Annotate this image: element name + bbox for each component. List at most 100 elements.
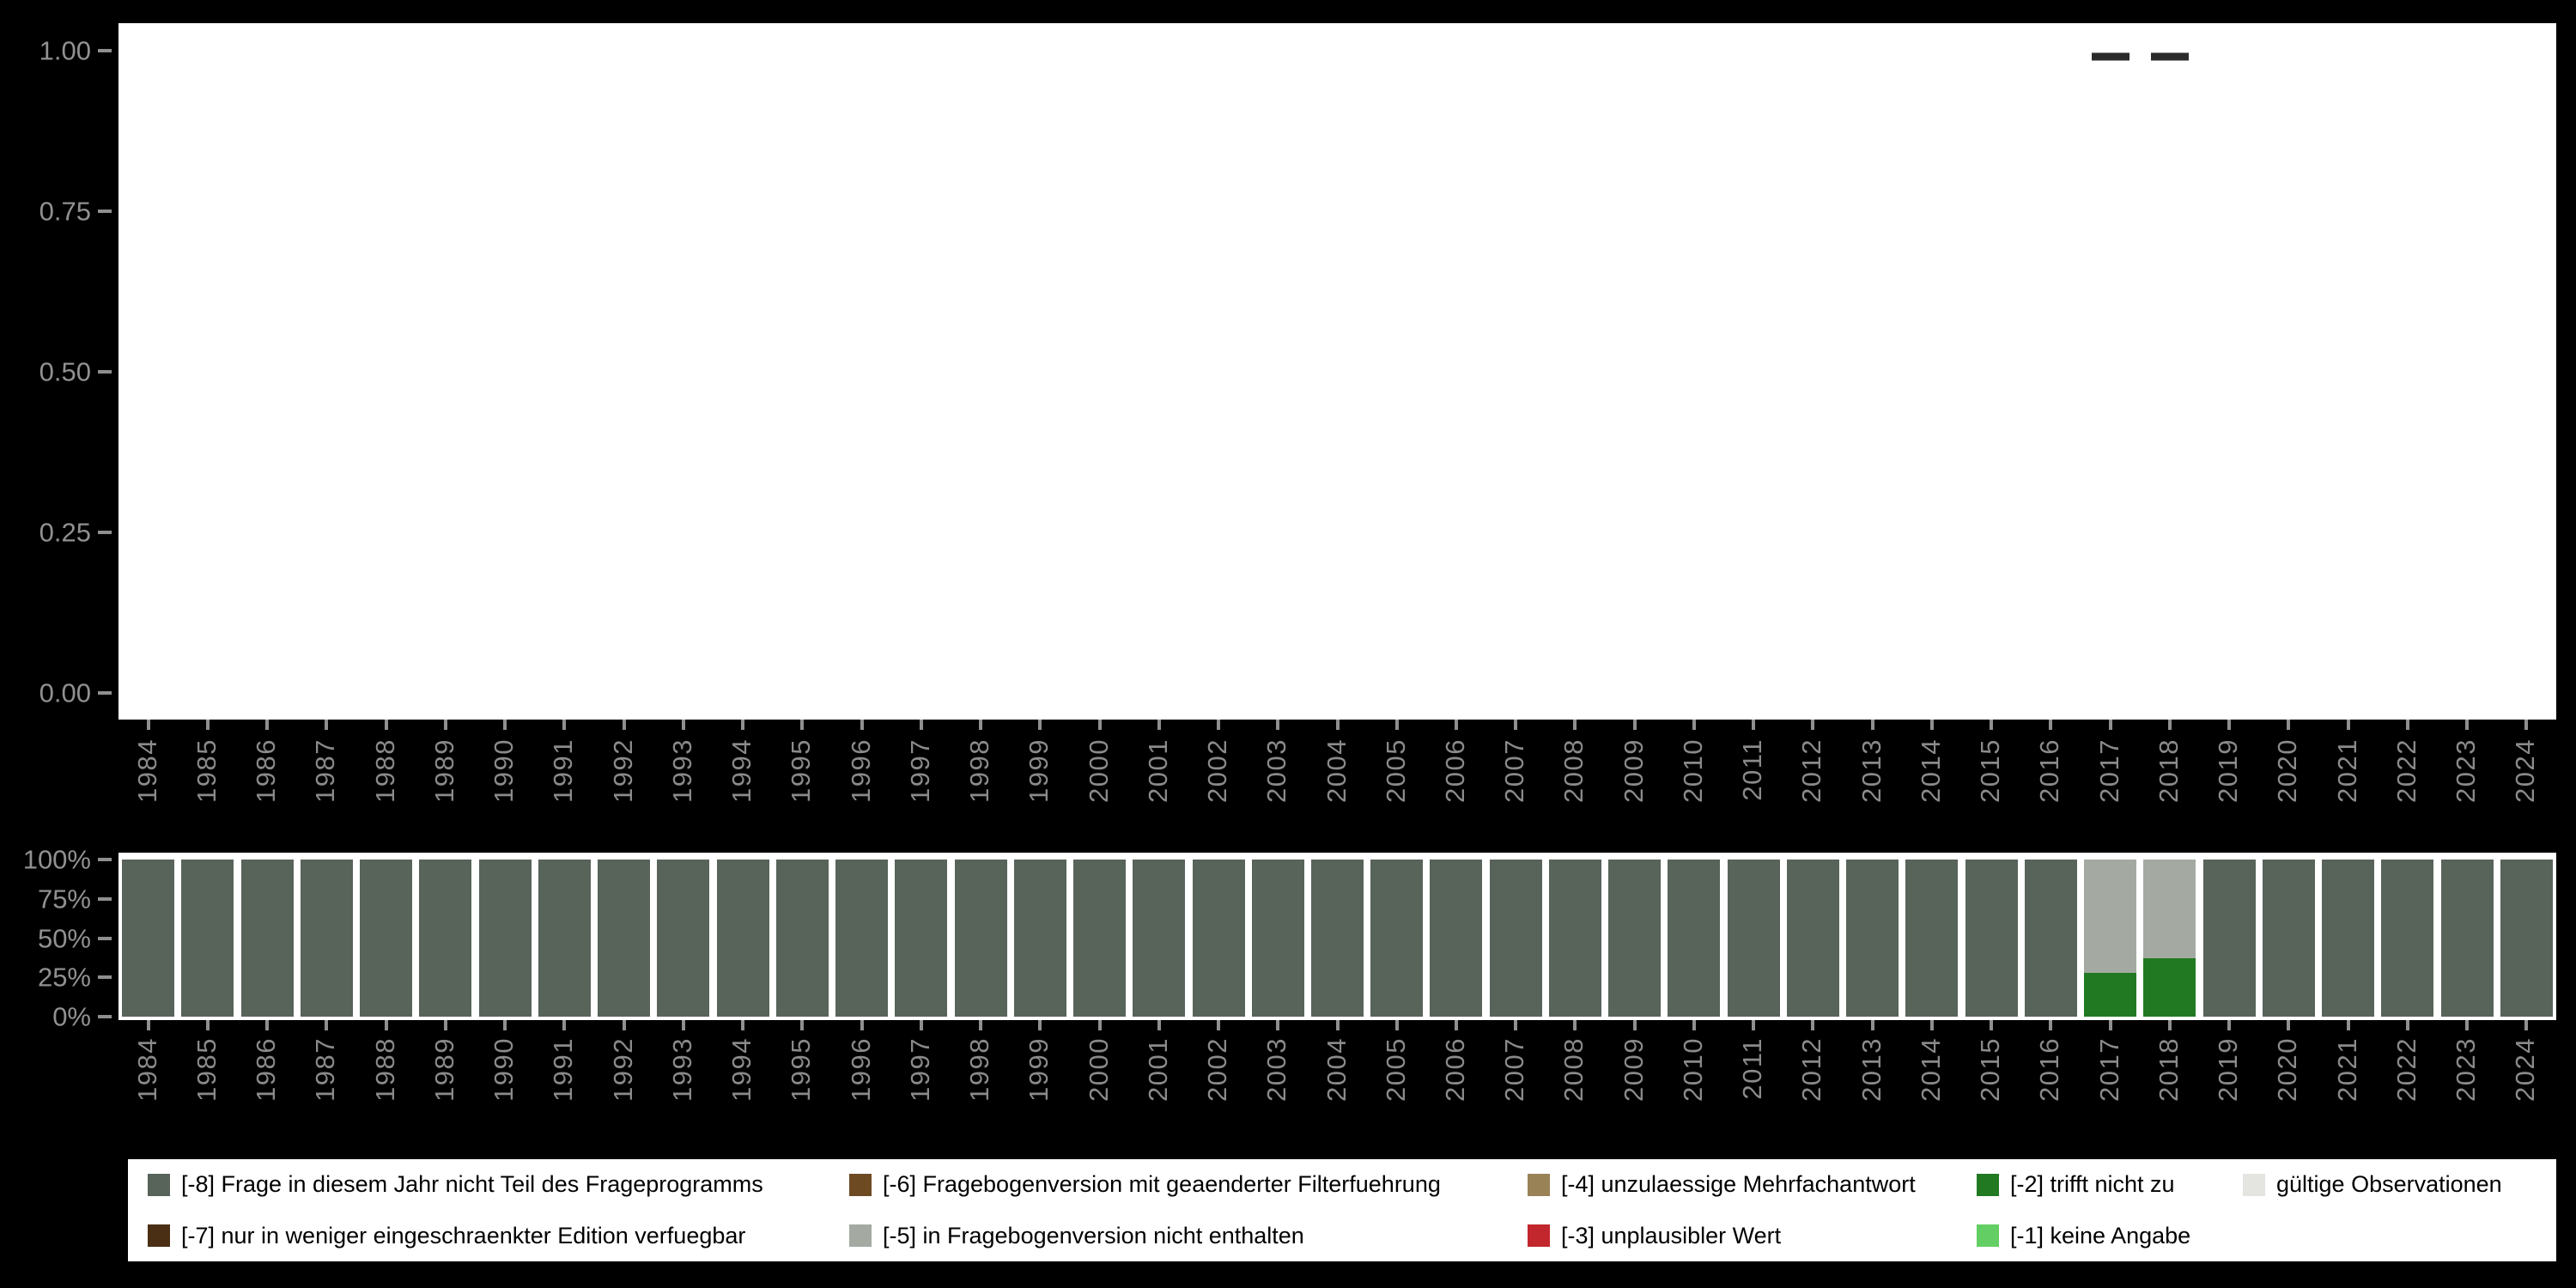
x-tick-mark xyxy=(2346,720,2350,730)
legend-label: [-5] in Fragebogenversion nicht enthalte… xyxy=(883,1222,1304,1249)
x-year-label: 2007 xyxy=(1499,738,1530,803)
legend-item: [-1] keine Angabe xyxy=(1977,1224,2243,1248)
x-tick-mark xyxy=(2108,720,2112,730)
stacked-bar-2008 xyxy=(1548,860,1601,1017)
x-tick-mark xyxy=(1752,1020,1756,1030)
bottom-y-tick-mark xyxy=(98,896,112,901)
x-tick-mark xyxy=(384,720,388,730)
x-tick-mark xyxy=(860,720,864,730)
x-tick-mark xyxy=(1929,1020,1934,1030)
x-year-label: 1991 xyxy=(548,738,579,803)
legend-item: [-7] nur in weniger eingeschraenkter Edi… xyxy=(148,1224,849,1248)
missings-bar-panel xyxy=(118,853,2556,1020)
x-year-label: 1989 xyxy=(428,1037,459,1102)
x-tick-mark xyxy=(1157,1020,1161,1030)
x-year-label: 2005 xyxy=(1380,738,1411,803)
bar-segment--8 xyxy=(1013,860,1066,1017)
legend-item: [-8] Frage in diesem Jahr nicht Teil des… xyxy=(148,1173,849,1196)
x-tick-mark xyxy=(2287,720,2291,730)
stacked-bar-2001 xyxy=(1133,860,1186,1017)
bar-segment--8 xyxy=(1786,860,1839,1017)
bar-segment--8 xyxy=(1370,860,1424,1017)
x-year-label: 2005 xyxy=(1380,1037,1411,1102)
stacked-bar-2003 xyxy=(1251,860,1304,1017)
top-y-tick-label: 0.00 xyxy=(39,677,91,708)
stacked-bar-1996 xyxy=(835,860,889,1017)
stacked-bar-2004 xyxy=(1311,860,1364,1017)
x-tick-mark xyxy=(1217,720,1220,730)
bar-segment--8 xyxy=(1311,860,1364,1017)
x-year-label: 2003 xyxy=(1261,1037,1292,1102)
x-tick-mark xyxy=(800,720,805,730)
x-tick-mark xyxy=(1870,720,1874,730)
x-tick-mark xyxy=(443,720,447,730)
x-tick-mark xyxy=(1514,1020,1518,1030)
x-tick-mark xyxy=(1335,1020,1340,1030)
bar-segment--8 xyxy=(2440,860,2494,1017)
stacked-bar-2014 xyxy=(1905,860,1959,1017)
x-year-label: 2022 xyxy=(2391,1037,2421,1102)
x-tick-mark xyxy=(2227,1020,2232,1030)
stacked-bar-2022 xyxy=(2381,860,2434,1017)
bar-segment--8 xyxy=(181,860,234,1017)
bar-segment--8 xyxy=(1073,860,1127,1017)
x-year-label: 1986 xyxy=(251,1037,282,1102)
stacked-bar-2002 xyxy=(1192,860,1245,1017)
x-tick-mark xyxy=(205,1020,210,1030)
x-tick-mark xyxy=(2524,1020,2529,1030)
x-year-label: 1985 xyxy=(191,1037,222,1102)
x-tick-mark xyxy=(1394,1020,1399,1030)
stacked-bar-2019 xyxy=(2202,860,2256,1017)
x-year-label: 1990 xyxy=(489,738,519,803)
stacked-bar-1999 xyxy=(1013,860,1066,1017)
bar-segment--8 xyxy=(1251,860,1304,1017)
stacked-bar-1998 xyxy=(954,860,1007,1017)
legend-swatch xyxy=(2243,1173,2265,1196)
x-tick-mark xyxy=(503,720,507,730)
x-year-label: 2008 xyxy=(1558,1037,1589,1102)
x-tick-mark xyxy=(2405,720,2409,730)
top-y-tick-mark xyxy=(98,531,112,534)
x-year-label: 2021 xyxy=(2331,1037,2362,1102)
stacked-bar-2005 xyxy=(1370,860,1424,1017)
stacked-bar-1986 xyxy=(240,860,294,1017)
bar-segment--5 xyxy=(2143,860,2196,959)
x-tick-mark xyxy=(265,720,270,730)
x-tick-mark xyxy=(1276,1020,1280,1030)
x-tick-mark xyxy=(979,1020,983,1030)
bar-segment--8 xyxy=(1489,860,1542,1017)
x-tick-mark xyxy=(1454,720,1458,730)
legend-label: [-8] Frage in diesem Jahr nicht Teil des… xyxy=(181,1171,763,1198)
legend-swatch xyxy=(148,1224,170,1248)
x-tick-mark xyxy=(325,1020,329,1030)
statistic-plot-area xyxy=(118,51,2556,693)
x-year-label: 1993 xyxy=(666,738,697,803)
top-y-tick-mark xyxy=(98,370,112,374)
x-year-label: 2008 xyxy=(1558,738,1589,803)
x-tick-mark xyxy=(860,1020,864,1030)
x-tick-mark xyxy=(443,1020,447,1030)
x-tick-mark xyxy=(800,1020,805,1030)
x-year-label: 2014 xyxy=(1915,738,1946,803)
x-year-label: 1998 xyxy=(964,738,995,803)
x-year-label: 2004 xyxy=(1321,1037,1352,1102)
x-year-label: 2012 xyxy=(1796,738,1827,803)
x-year-label: 2017 xyxy=(2093,1037,2124,1102)
x-tick-mark xyxy=(1929,720,1934,730)
x-year-label: 1986 xyxy=(251,738,282,803)
legend-item: [-3] unplausibler Wert xyxy=(1528,1224,1977,1248)
bar-segment--2 xyxy=(2084,972,2137,1017)
x-tick-mark xyxy=(1632,720,1637,730)
legend-label: gültige Observationen xyxy=(2276,1171,2502,1198)
x-year-label: 2015 xyxy=(1975,1037,2006,1102)
statistic-x-year-labels: 1984 1985 1986 1987 1988 1989 1990 1991 1992 1993… xyxy=(118,737,2556,857)
bottom-y-tick-label: 50% xyxy=(37,923,91,953)
statistic-y-axis: 1.00 0.75 0.50 0.25 0.00 xyxy=(0,23,118,720)
stacked-bar-1989 xyxy=(419,860,472,1017)
x-year-label: 2010 xyxy=(1677,738,1708,803)
x-year-label: 2001 xyxy=(1142,738,1173,803)
bar-segment--8 xyxy=(1608,860,1662,1017)
top-y-tick-label: 0.25 xyxy=(39,517,91,548)
x-tick-mark xyxy=(1038,1020,1042,1030)
x-year-label: 1997 xyxy=(904,738,935,803)
